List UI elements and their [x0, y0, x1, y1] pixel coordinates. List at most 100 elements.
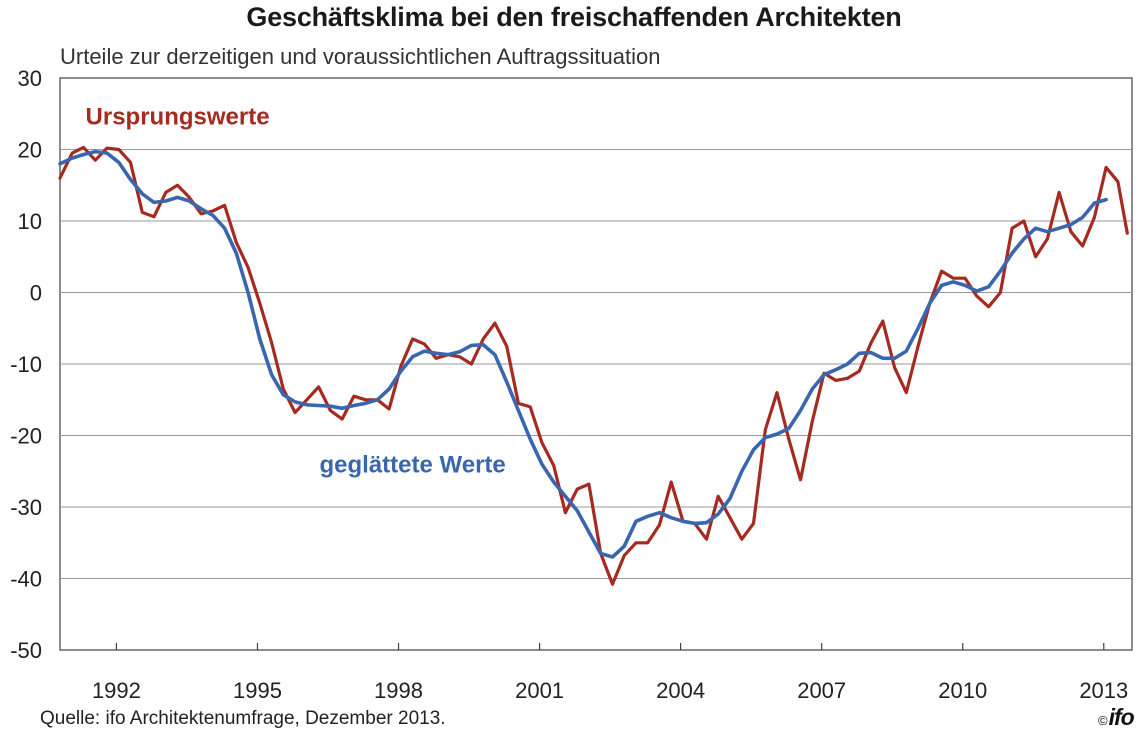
y-tick-label: -20: [10, 424, 42, 449]
ifo-logo-text: ifo: [1108, 704, 1135, 730]
data-point: [658, 512, 661, 514]
data-point: [741, 538, 743, 540]
data-point: [705, 538, 708, 540]
data-point: [176, 184, 179, 186]
data-point: [329, 409, 331, 412]
data-point: [506, 345, 508, 347]
data-point: [1035, 256, 1037, 258]
data-point: [988, 286, 990, 288]
data-point: [917, 327, 919, 329]
data-point: [894, 357, 896, 359]
data-point: [846, 377, 849, 379]
y-tick-label: 0: [30, 281, 42, 306]
data-point: [729, 517, 731, 519]
data-point: [165, 191, 167, 193]
data-point: [318, 386, 320, 388]
data-point: [165, 200, 167, 202]
data-point: [235, 241, 237, 243]
data-point: [365, 399, 367, 401]
data-point: [224, 204, 226, 206]
data-point: [517, 402, 520, 404]
data-point: [823, 374, 825, 376]
data-point: [658, 524, 661, 526]
data-point: [835, 369, 837, 371]
data-point: [153, 216, 155, 218]
data-point: [212, 210, 214, 212]
data-point: [400, 365, 402, 367]
data-point: [141, 211, 143, 213]
data-point: [964, 284, 966, 286]
data-point: [988, 306, 990, 308]
chart-subtitle: Urteile zur derzeitigen und voraussichtl…: [60, 44, 661, 69]
data-point: [247, 266, 249, 269]
data-point: [564, 495, 567, 497]
data-point: [623, 555, 625, 557]
data-point: [376, 399, 378, 401]
series-line-ursprungswerte: [58, 145, 1129, 586]
data-point: [1011, 252, 1013, 254]
data-point: [882, 357, 884, 359]
data-point: [905, 350, 907, 352]
data-point: [600, 552, 602, 555]
data-point: [905, 392, 907, 394]
data-point: [752, 449, 755, 451]
data-point: [670, 481, 672, 483]
data-point: [388, 388, 390, 390]
data-point: [799, 479, 802, 481]
data-point: [1126, 232, 1128, 234]
data-point: [776, 433, 778, 435]
data-point: [894, 367, 896, 369]
data-point: [870, 352, 872, 354]
data-point: [1046, 238, 1048, 240]
data-point: [341, 418, 343, 420]
data-point: [59, 163, 61, 165]
data-point: [1058, 227, 1060, 229]
data-point: [1082, 216, 1084, 218]
data-point: [318, 404, 320, 407]
data-point: [224, 227, 226, 229]
data-point: [929, 302, 931, 304]
data-point: [247, 291, 249, 294]
data-point: [141, 193, 143, 195]
grid-lines: [60, 149, 1132, 579]
data-point: [482, 338, 484, 340]
data-point: [882, 320, 884, 322]
series-label: geglättete Werte: [319, 452, 505, 479]
chart-title: Geschäftsklima bei den freischaffenden A…: [246, 2, 902, 32]
data-point: [764, 437, 766, 439]
data-point: [976, 295, 978, 297]
data-point: [647, 542, 649, 544]
data-point: [729, 497, 731, 499]
data-point: [482, 344, 484, 346]
data-point: [788, 438, 790, 440]
data-point: [788, 427, 790, 429]
data-point: [776, 392, 778, 394]
y-tick-label: 20: [18, 138, 42, 163]
ifo-logo: ©ifo: [1098, 704, 1135, 731]
data-point: [329, 405, 331, 407]
data-point: [611, 556, 614, 558]
data-point: [517, 409, 520, 412]
data-point: [752, 522, 755, 525]
data-point: [705, 522, 708, 524]
series-lines: [58, 145, 1129, 586]
data-point: [459, 351, 461, 353]
data-point: [623, 545, 625, 547]
data-point: [1035, 227, 1037, 229]
data-point: [1011, 227, 1013, 229]
data-point: [400, 370, 402, 372]
data-point: [870, 342, 872, 344]
data-point: [717, 495, 719, 497]
data-point: [306, 399, 308, 401]
series-labels: Ursprungswerte geglättete Werte: [86, 103, 506, 478]
data-point: [71, 152, 73, 154]
data-point: [235, 252, 237, 254]
data-point: [635, 520, 637, 522]
source-note: Quelle: ifo Architektenumfrage, Dezember…: [40, 708, 446, 729]
data-point: [470, 344, 472, 346]
data-point: [271, 342, 273, 344]
data-point: [529, 406, 531, 408]
data-point: [259, 338, 261, 340]
data-point: [588, 483, 590, 485]
